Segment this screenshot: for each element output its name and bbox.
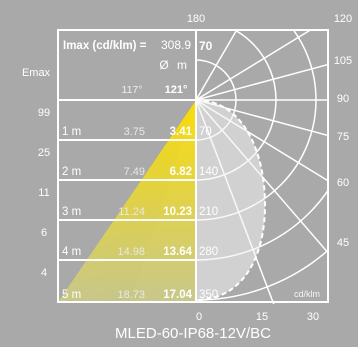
emax-value: 6 (41, 227, 47, 239)
polar-angle: 105 (334, 55, 352, 67)
row-diameter-1: 18.73 (117, 289, 145, 301)
polar-angle: 90 (337, 93, 349, 105)
row-distance: 4 m (62, 246, 81, 258)
row-distance: 5 m (62, 289, 81, 301)
row-intensity: 210 (199, 206, 218, 218)
row-diameter-1: 3.75 (124, 126, 145, 138)
row-diameter-2: 3.41 (170, 126, 193, 138)
imax-label: Imax (cd/klm) = (63, 40, 147, 52)
row-diameter-2: 17.04 (163, 289, 192, 301)
row-distance: 3 m (62, 206, 81, 218)
row-intensity: 350 (199, 289, 218, 301)
emax-value: 4 (41, 267, 47, 279)
cd-column-header: 70 (199, 39, 213, 53)
row-distance: 2 m (62, 166, 81, 178)
row-diameter-2: 10.23 (163, 206, 192, 218)
polar-angle: 75 (337, 131, 349, 143)
light-cones (58, 100, 196, 302)
row-diameter-2: 6.82 (170, 166, 192, 178)
polar-angle-labels: 120 105 90 75 60 45 (334, 13, 352, 249)
polar-grid (196, 30, 329, 304)
emax-values: 99 25 11 6 4 (38, 107, 50, 279)
meter-unit: m (177, 58, 187, 72)
emax-value: 25 (38, 147, 50, 159)
row-intensity: 140 (199, 166, 218, 178)
row-intensity: 280 (199, 246, 218, 258)
row-intensity: 70 (199, 126, 212, 138)
cd-unit-label: cd/klm (294, 289, 320, 299)
polar-angle-top: 180 (187, 13, 205, 25)
row-distance: 1 m (62, 126, 81, 138)
polar-scale: 30 (307, 311, 319, 323)
polar-angle: 120 (334, 13, 352, 25)
row-diameter-1: 11.24 (118, 206, 145, 218)
polar-scale-labels: 0 15 30 (196, 311, 319, 323)
polar-angle: 45 (337, 237, 349, 249)
diameter-symbol: Ø (159, 58, 168, 72)
beam-angle-1: 117° (122, 84, 143, 96)
emax-value: 11 (38, 187, 49, 199)
beam-angle-2: 121° (165, 84, 188, 96)
row-diameter-1: 7.49 (124, 166, 145, 178)
chart-frame (57, 29, 329, 303)
polar-angle: 60 (337, 177, 349, 189)
row-diameter-2: 13.64 (163, 246, 192, 258)
emax-label: Emax (22, 67, 51, 79)
emax-value: 99 (38, 107, 50, 119)
polar-scale: 0 (196, 311, 202, 323)
polar-scale: 15 (256, 311, 268, 323)
row-diameter-1: 14.98 (117, 246, 145, 258)
imax-value: 308.9 (161, 38, 191, 52)
distance-rows: 1 m 3.75 3.41 70 2 m 7.49 6.82 140 3 m 11.24 10.23… (62, 126, 218, 301)
cone-yellow (58, 100, 196, 302)
product-name: MLED-60-IP68-12V/BC (115, 325, 271, 342)
